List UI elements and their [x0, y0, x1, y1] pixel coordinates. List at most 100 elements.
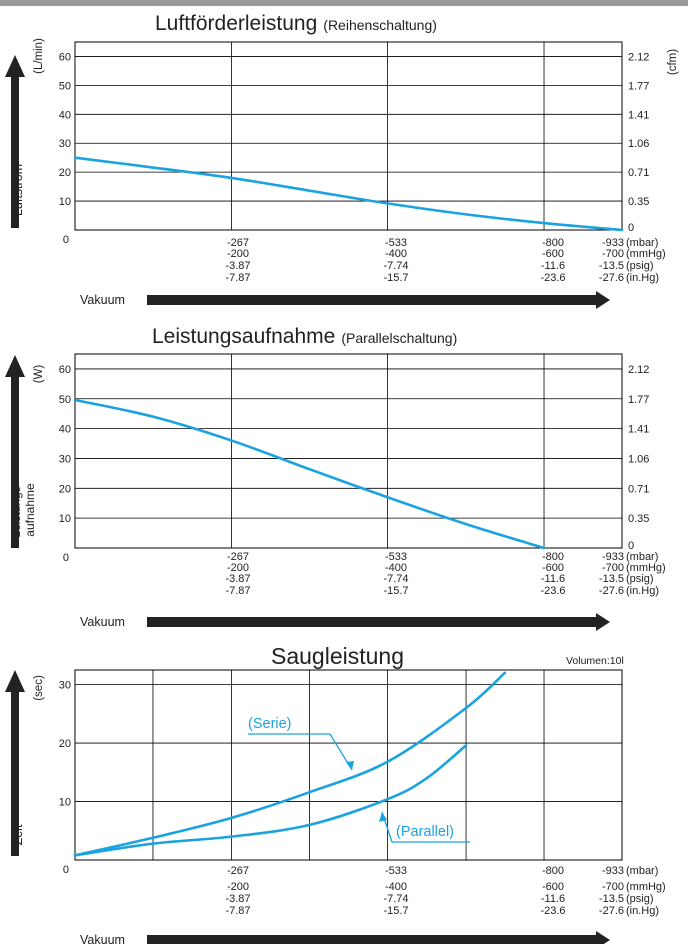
x-tick-label: -400	[385, 562, 407, 574]
x-tick-label: -267	[227, 237, 249, 249]
series-label-serie: (Serie)	[248, 716, 292, 732]
plot-frame	[74, 41, 623, 231]
x-unit-label: (mbar)	[626, 237, 658, 249]
x-tick-label: -7.87	[225, 905, 250, 917]
x-end-value: -933	[602, 865, 624, 877]
origin-label: 0	[63, 234, 69, 246]
x-tick-label: -600	[542, 248, 564, 260]
y-tick-label-right: 0	[628, 540, 634, 552]
x-tick-label: -533	[385, 865, 407, 877]
y-tick-label-right: 1.06	[628, 453, 649, 465]
x-end-value: -700	[602, 562, 624, 574]
x-tick-label: -7.74	[383, 893, 408, 905]
x-tick-label: -400	[385, 881, 407, 893]
x-axis-arrow	[147, 613, 610, 631]
chart-1: Luftförderleistung (Reihenschaltung) 60 50 4…	[5, 12, 679, 309]
y-tick-label-left: 20	[59, 167, 71, 179]
x-tick-label: -7.87	[225, 272, 250, 284]
series-line-1	[73, 671, 507, 857]
callout-serie	[248, 733, 353, 771]
y-tick-label-left: 60	[59, 51, 71, 63]
chart-title: Leistungsaufnahme (Parallelschaltung)	[152, 325, 457, 348]
x-tick-label: -7.74	[383, 260, 408, 272]
x-tick-label: -7.74	[383, 573, 408, 585]
chart-title-main: Leistungsaufnahme	[152, 325, 335, 348]
y-tick-label-left: 50	[59, 394, 71, 406]
x-tick-label: -533	[385, 551, 407, 563]
x-unit-label: (mbar)	[626, 551, 658, 563]
x-tick-label: -23.6	[540, 272, 565, 284]
y-tick-label-right: 1.06	[628, 138, 649, 150]
y-tick-label-left: 50	[59, 80, 71, 92]
x-tick-label: -200	[227, 248, 249, 260]
y-tick-label-right: 1.77	[628, 394, 649, 406]
y-tick-label-right: 1.41	[628, 109, 649, 121]
x-tick-label: -3.87	[225, 893, 250, 905]
x-axis-label: Vakuum	[80, 615, 125, 629]
chart-title-main: Saugleistung	[271, 643, 404, 669]
x-tick-label: -23.6	[540, 585, 565, 597]
x-tick-label: -267	[227, 865, 249, 877]
chart-title: Luftförderleistung (Reihenschaltung)	[155, 12, 437, 35]
plot-frame	[74, 669, 623, 861]
chart-3: SaugleistungVolumen:10l3020100(sec)Zeit-…	[5, 643, 666, 944]
x-tick-label: -533	[385, 237, 407, 249]
x-tick-label: -11.6	[541, 573, 565, 585]
x-tick-label: -600	[542, 881, 564, 893]
x-tick-label: -400	[385, 248, 407, 260]
origin-label: 0	[63, 552, 69, 564]
chart-title: Saugleistung	[271, 643, 404, 669]
x-unit-label: (mbar)	[626, 865, 658, 877]
y-axis-arrow	[5, 355, 25, 548]
x-end-value: -27.6	[599, 272, 624, 284]
y-tick-label-left: 20	[59, 738, 71, 750]
x-tick-label: -11.6	[541, 893, 565, 905]
x-tick-label: -200	[227, 562, 249, 574]
x-axis-label: Vakuum	[80, 293, 125, 307]
x-end-value: -13.5	[599, 573, 624, 585]
callout-parallel	[381, 811, 470, 843]
origin-label: 0	[63, 864, 69, 876]
y-tick-label-right: 0.71	[628, 483, 649, 495]
x-tick-label: -800	[542, 551, 564, 563]
y-tick-label-right: 1.77	[628, 80, 649, 92]
y-tick-label-left: 30	[59, 453, 71, 465]
x-end-value: -13.5	[599, 260, 624, 272]
top-border-bar	[0, 0, 688, 6]
x-unit-label: (psig)	[626, 893, 654, 905]
x-end-value: -27.6	[599, 905, 624, 917]
y-tick-label-right: 1.41	[628, 424, 649, 436]
y-unit-left: (sec)	[33, 675, 45, 701]
x-axis-arrow	[147, 291, 610, 309]
y-unit-right: (cfm)	[667, 49, 679, 75]
y-tick-label-left: 40	[59, 109, 71, 121]
x-tick-label: -3.87	[225, 573, 250, 585]
chart-2: Leistungsaufnahme (Parallelschaltung) 60 50…	[5, 325, 666, 631]
y-axis-label: aufnahme	[23, 483, 37, 537]
x-tick-label: -200	[227, 881, 249, 893]
y-tick-label-left: 40	[59, 424, 71, 436]
x-tick-label: -600	[542, 562, 564, 574]
chart-subtitle: (Parallelschaltung)	[341, 330, 457, 346]
y-axis-arrow	[5, 670, 25, 856]
y-tick-label-right: 0.35	[628, 196, 649, 208]
y-tick-label-left: 30	[59, 680, 71, 692]
y-unit-left: (W)	[33, 365, 45, 384]
x-end-value: -700	[602, 248, 624, 260]
callout-serie-arrowhead	[346, 761, 354, 770]
x-unit-label: (mmHg)	[626, 562, 666, 574]
x-tick-label: -3.87	[225, 260, 250, 272]
y-tick-label-left: 60	[59, 364, 71, 376]
x-end-value: -27.6	[599, 585, 624, 597]
y-tick-label-right: 2.12	[628, 364, 649, 376]
x-tick-label: -15.7	[383, 585, 408, 597]
x-tick-label: -23.6	[540, 905, 565, 917]
chart-note: Volumen:10l	[566, 655, 624, 667]
x-axis-label: Vakuum	[80, 933, 125, 944]
y-tick-label-right: 0	[628, 222, 634, 234]
x-end-value: -700	[602, 881, 624, 893]
x-unit-label: (in.Hg)	[626, 905, 659, 917]
plot-frame	[74, 353, 623, 549]
y-tick-label-left: 30	[59, 138, 71, 150]
